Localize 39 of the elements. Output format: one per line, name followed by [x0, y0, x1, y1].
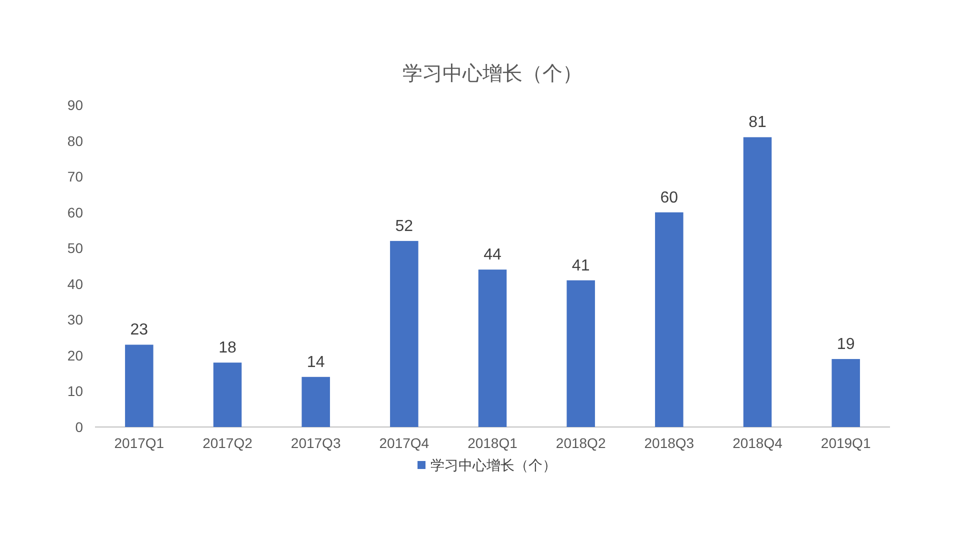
bar	[832, 359, 860, 427]
bar	[125, 344, 154, 427]
y-tick-label: 10	[67, 383, 84, 400]
y-tick-label: 80	[67, 132, 84, 149]
legend-label: 学习中心增长（个）	[430, 457, 556, 473]
x-tick-label: 2018Q3	[644, 435, 694, 451]
bar	[213, 362, 242, 427]
x-tick-label: 2018Q1	[468, 435, 518, 451]
chart-title: 学习中心增长（个）	[402, 63, 582, 85]
data-label: 44	[484, 246, 502, 264]
data-label: 19	[836, 336, 855, 354]
data-label: 18	[218, 340, 236, 357]
bar	[478, 270, 507, 427]
bar	[390, 240, 418, 427]
x-tick-label: 2018Q2	[556, 435, 606, 451]
bar	[743, 137, 772, 427]
y-tick-label: 90	[67, 97, 84, 113]
bar	[566, 280, 595, 427]
x-tick-label: 2017Q4	[379, 435, 430, 451]
data-label: 23	[130, 322, 148, 339]
data-label: 14	[306, 354, 325, 371]
x-tick-label: 2017Q2	[202, 435, 253, 451]
x-tick-label: 2018Q4	[732, 435, 783, 451]
data-label: 52	[395, 218, 414, 235]
data-label: 81	[748, 114, 766, 132]
y-tick-label: 0	[75, 419, 84, 435]
y-tick-label: 20	[67, 347, 84, 364]
bar	[655, 212, 684, 427]
y-tick-label: 40	[67, 276, 84, 292]
y-tick-label: 50	[67, 240, 84, 256]
data-label: 60	[660, 189, 678, 206]
y-tick-label: 70	[67, 168, 84, 185]
y-tick-label: 30	[67, 312, 84, 328]
y-tick-label: 60	[67, 204, 84, 220]
x-tick-label: 2019Q1	[820, 435, 871, 451]
x-tick-label: 2017Q1	[114, 435, 164, 451]
x-tick-label: 2017Q3	[290, 435, 341, 451]
bar	[302, 376, 330, 427]
data-label: 41	[572, 257, 590, 274]
